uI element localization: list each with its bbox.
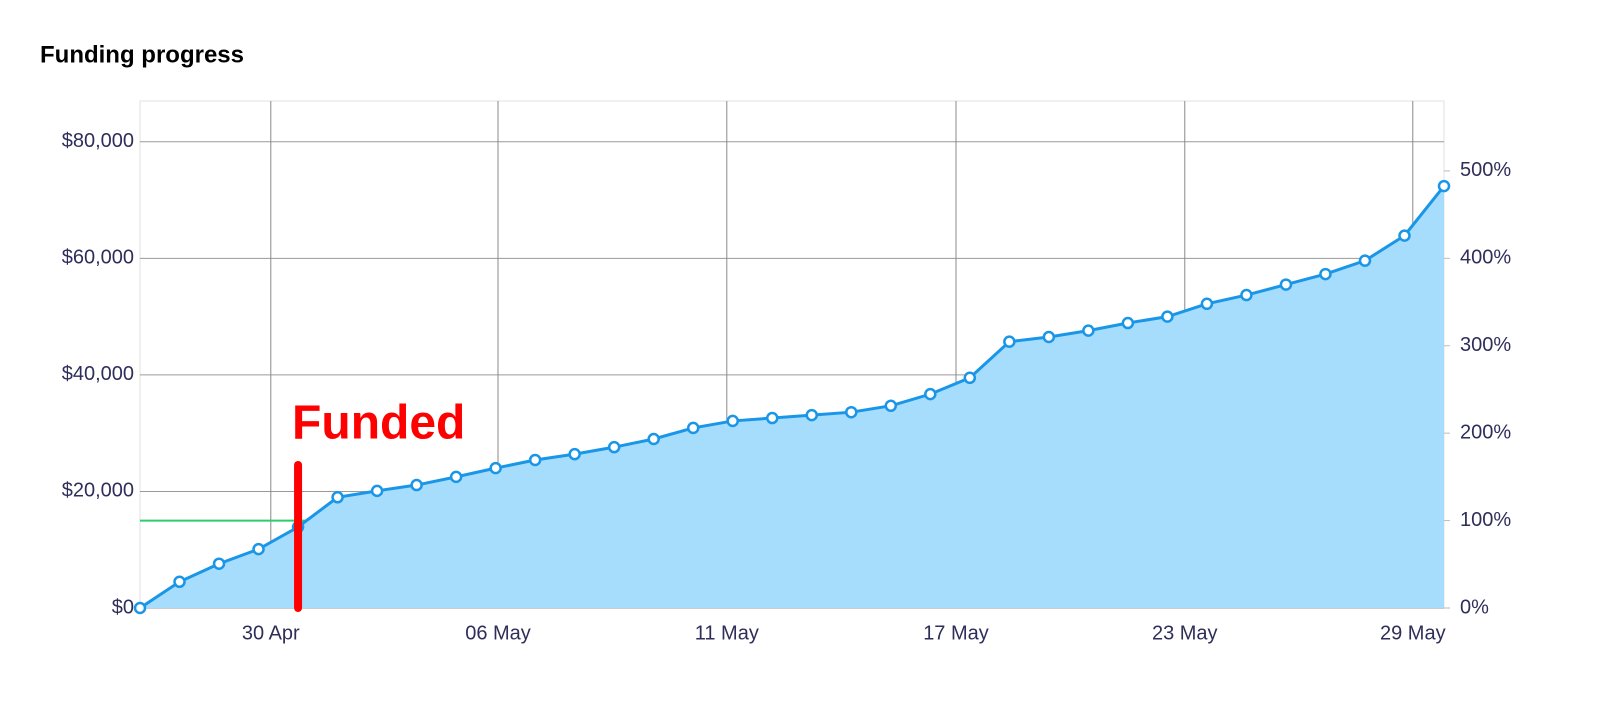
- point: [370, 484, 384, 498]
- point: [568, 447, 581, 461]
- point: [686, 421, 700, 435]
- point: [805, 408, 819, 422]
- y2-tick-label: 0%: [1460, 596, 1489, 618]
- x-tick-label: 30 Apr: [242, 622, 300, 644]
- point: [765, 411, 779, 425]
- point: [449, 470, 463, 484]
- point: [1319, 267, 1332, 281]
- point: [1082, 324, 1095, 337]
- point: [1279, 278, 1293, 291]
- line: [139, 185, 1446, 610]
- point: [607, 440, 621, 454]
- point: [1042, 330, 1056, 344]
- point: [884, 399, 898, 413]
- point: [647, 432, 660, 446]
- point: [1200, 297, 1214, 311]
- point: [133, 601, 147, 615]
- y-tick-label: $20,000: [62, 480, 134, 502]
- point: [1003, 335, 1016, 348]
- y-tick-label: $0: [112, 596, 134, 618]
- y2-tick-label: 300%: [1460, 334, 1511, 356]
- annotation-text: Funded: [292, 397, 465, 450]
- point: [1437, 179, 1451, 193]
- area: [140, 186, 1444, 608]
- point: [252, 542, 265, 556]
- y-tick-label: $80,000: [62, 130, 134, 152]
- point: [845, 405, 858, 419]
- point: [410, 478, 423, 492]
- point: [726, 414, 739, 428]
- y-tick-label: $40,000: [62, 363, 134, 385]
- x-tick-label: 29 May: [1380, 622, 1446, 644]
- point: [1240, 288, 1253, 302]
- x-tick-label: 11 May: [695, 622, 759, 644]
- y-tick-label: $60,000: [62, 247, 134, 269]
- y2-tick-label: 200%: [1460, 421, 1511, 443]
- point: [1398, 229, 1411, 242]
- y2-tick-label: 400%: [1460, 247, 1511, 269]
- point: [1121, 316, 1135, 330]
- point: [1358, 254, 1372, 267]
- point: [963, 371, 977, 385]
- point: [331, 491, 344, 504]
- point: [212, 557, 226, 570]
- point: [489, 461, 502, 475]
- point: [528, 453, 542, 467]
- point: [1161, 310, 1174, 323]
- y2-tick-label: 500%: [1460, 159, 1511, 181]
- x-tick-label: 06 May: [465, 622, 531, 644]
- x-tick-label: 17 May: [923, 622, 989, 644]
- y2-tick-label: 100%: [1460, 509, 1511, 531]
- chart-title: Funding progress: [40, 41, 244, 68]
- x-tick-label: 23 May: [1152, 622, 1218, 644]
- point: [924, 387, 937, 401]
- point: [173, 575, 186, 589]
